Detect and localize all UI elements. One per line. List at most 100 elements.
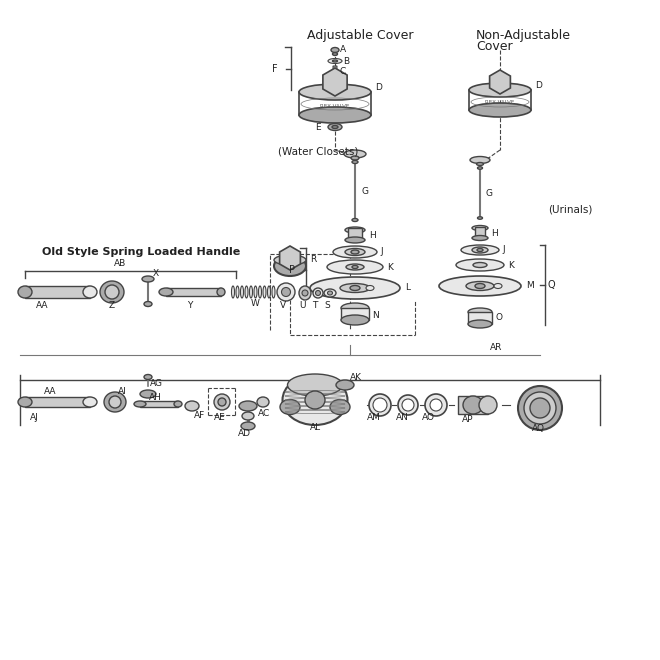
Polygon shape	[490, 70, 510, 94]
Text: AB: AB	[114, 259, 126, 269]
Ellipse shape	[240, 286, 244, 298]
Text: AP: AP	[462, 416, 474, 424]
Bar	[458, 396, 488, 414]
Ellipse shape	[470, 156, 490, 164]
Ellipse shape	[310, 277, 400, 299]
Bar	[166, 288, 221, 296]
Ellipse shape	[351, 156, 359, 160]
Polygon shape	[323, 68, 347, 96]
Ellipse shape	[144, 302, 152, 306]
Ellipse shape	[477, 249, 483, 251]
Ellipse shape	[524, 392, 556, 424]
Text: G: G	[486, 189, 493, 199]
Ellipse shape	[263, 286, 266, 298]
Ellipse shape	[236, 286, 239, 298]
Ellipse shape	[472, 226, 488, 230]
Text: AN: AN	[395, 412, 409, 422]
Text: S: S	[324, 302, 330, 310]
Text: H: H	[369, 230, 376, 240]
Text: K: K	[387, 263, 393, 271]
Ellipse shape	[18, 397, 32, 407]
Ellipse shape	[282, 288, 290, 296]
Ellipse shape	[473, 263, 487, 267]
Ellipse shape	[232, 286, 234, 298]
Ellipse shape	[239, 401, 257, 411]
Ellipse shape	[402, 399, 414, 411]
Ellipse shape	[324, 289, 336, 297]
Ellipse shape	[456, 259, 504, 271]
Bar	[341, 308, 369, 320]
Ellipse shape	[218, 398, 226, 406]
Ellipse shape	[351, 250, 359, 254]
Ellipse shape	[366, 286, 374, 290]
Ellipse shape	[142, 276, 154, 282]
Ellipse shape	[327, 291, 333, 295]
Text: AH: AH	[148, 393, 162, 403]
Ellipse shape	[259, 286, 261, 298]
Text: F: F	[273, 64, 278, 74]
Ellipse shape	[332, 125, 338, 129]
Text: Cover: Cover	[476, 40, 513, 53]
Text: AO: AO	[422, 412, 434, 422]
Text: AA: AA	[36, 300, 48, 310]
Text: AA: AA	[44, 387, 56, 397]
Text: X: X	[153, 269, 159, 279]
Ellipse shape	[472, 236, 488, 240]
Bar	[468, 312, 492, 324]
Ellipse shape	[469, 83, 531, 97]
Ellipse shape	[472, 247, 488, 253]
Text: C: C	[340, 67, 347, 77]
Text: REX VALVE: REX VALVE	[320, 104, 350, 108]
Text: AM: AM	[367, 412, 381, 422]
Text: W: W	[251, 300, 259, 308]
Text: U: U	[299, 302, 305, 310]
Text: J: J	[380, 248, 383, 257]
Ellipse shape	[373, 398, 387, 412]
Text: D: D	[375, 84, 382, 92]
Text: E: E	[315, 123, 321, 131]
Ellipse shape	[477, 162, 484, 166]
Ellipse shape	[344, 150, 366, 158]
Text: AK: AK	[350, 372, 362, 381]
Ellipse shape	[245, 286, 248, 298]
Ellipse shape	[350, 286, 360, 290]
Text: R: R	[310, 255, 316, 265]
Ellipse shape	[257, 397, 269, 407]
Text: N: N	[372, 310, 379, 319]
Ellipse shape	[299, 286, 311, 300]
Ellipse shape	[280, 399, 300, 414]
Text: J: J	[502, 246, 505, 255]
Text: B: B	[343, 57, 349, 65]
Text: G: G	[361, 187, 368, 197]
Ellipse shape	[469, 103, 531, 117]
Ellipse shape	[330, 399, 350, 414]
Ellipse shape	[140, 390, 156, 398]
Text: Z: Z	[109, 300, 115, 310]
Bar	[25, 286, 90, 298]
Text: H: H	[491, 228, 498, 238]
Bar	[140, 401, 178, 407]
Polygon shape	[280, 246, 300, 270]
Ellipse shape	[305, 391, 325, 409]
Ellipse shape	[369, 394, 391, 416]
Ellipse shape	[340, 284, 370, 292]
Ellipse shape	[299, 107, 371, 123]
Ellipse shape	[466, 282, 494, 290]
Ellipse shape	[242, 412, 254, 420]
Ellipse shape	[83, 286, 97, 298]
Ellipse shape	[333, 60, 337, 62]
Ellipse shape	[477, 216, 482, 219]
Ellipse shape	[214, 394, 230, 410]
Ellipse shape	[477, 167, 482, 169]
Ellipse shape	[345, 237, 365, 243]
Ellipse shape	[352, 265, 358, 269]
Ellipse shape	[272, 286, 275, 298]
Text: AF: AF	[194, 411, 205, 420]
Text: A: A	[340, 46, 346, 55]
Ellipse shape	[345, 227, 365, 233]
Ellipse shape	[328, 123, 342, 131]
Ellipse shape	[144, 374, 152, 380]
Text: AJ: AJ	[30, 412, 39, 422]
Ellipse shape	[174, 401, 182, 407]
Ellipse shape	[345, 249, 365, 255]
